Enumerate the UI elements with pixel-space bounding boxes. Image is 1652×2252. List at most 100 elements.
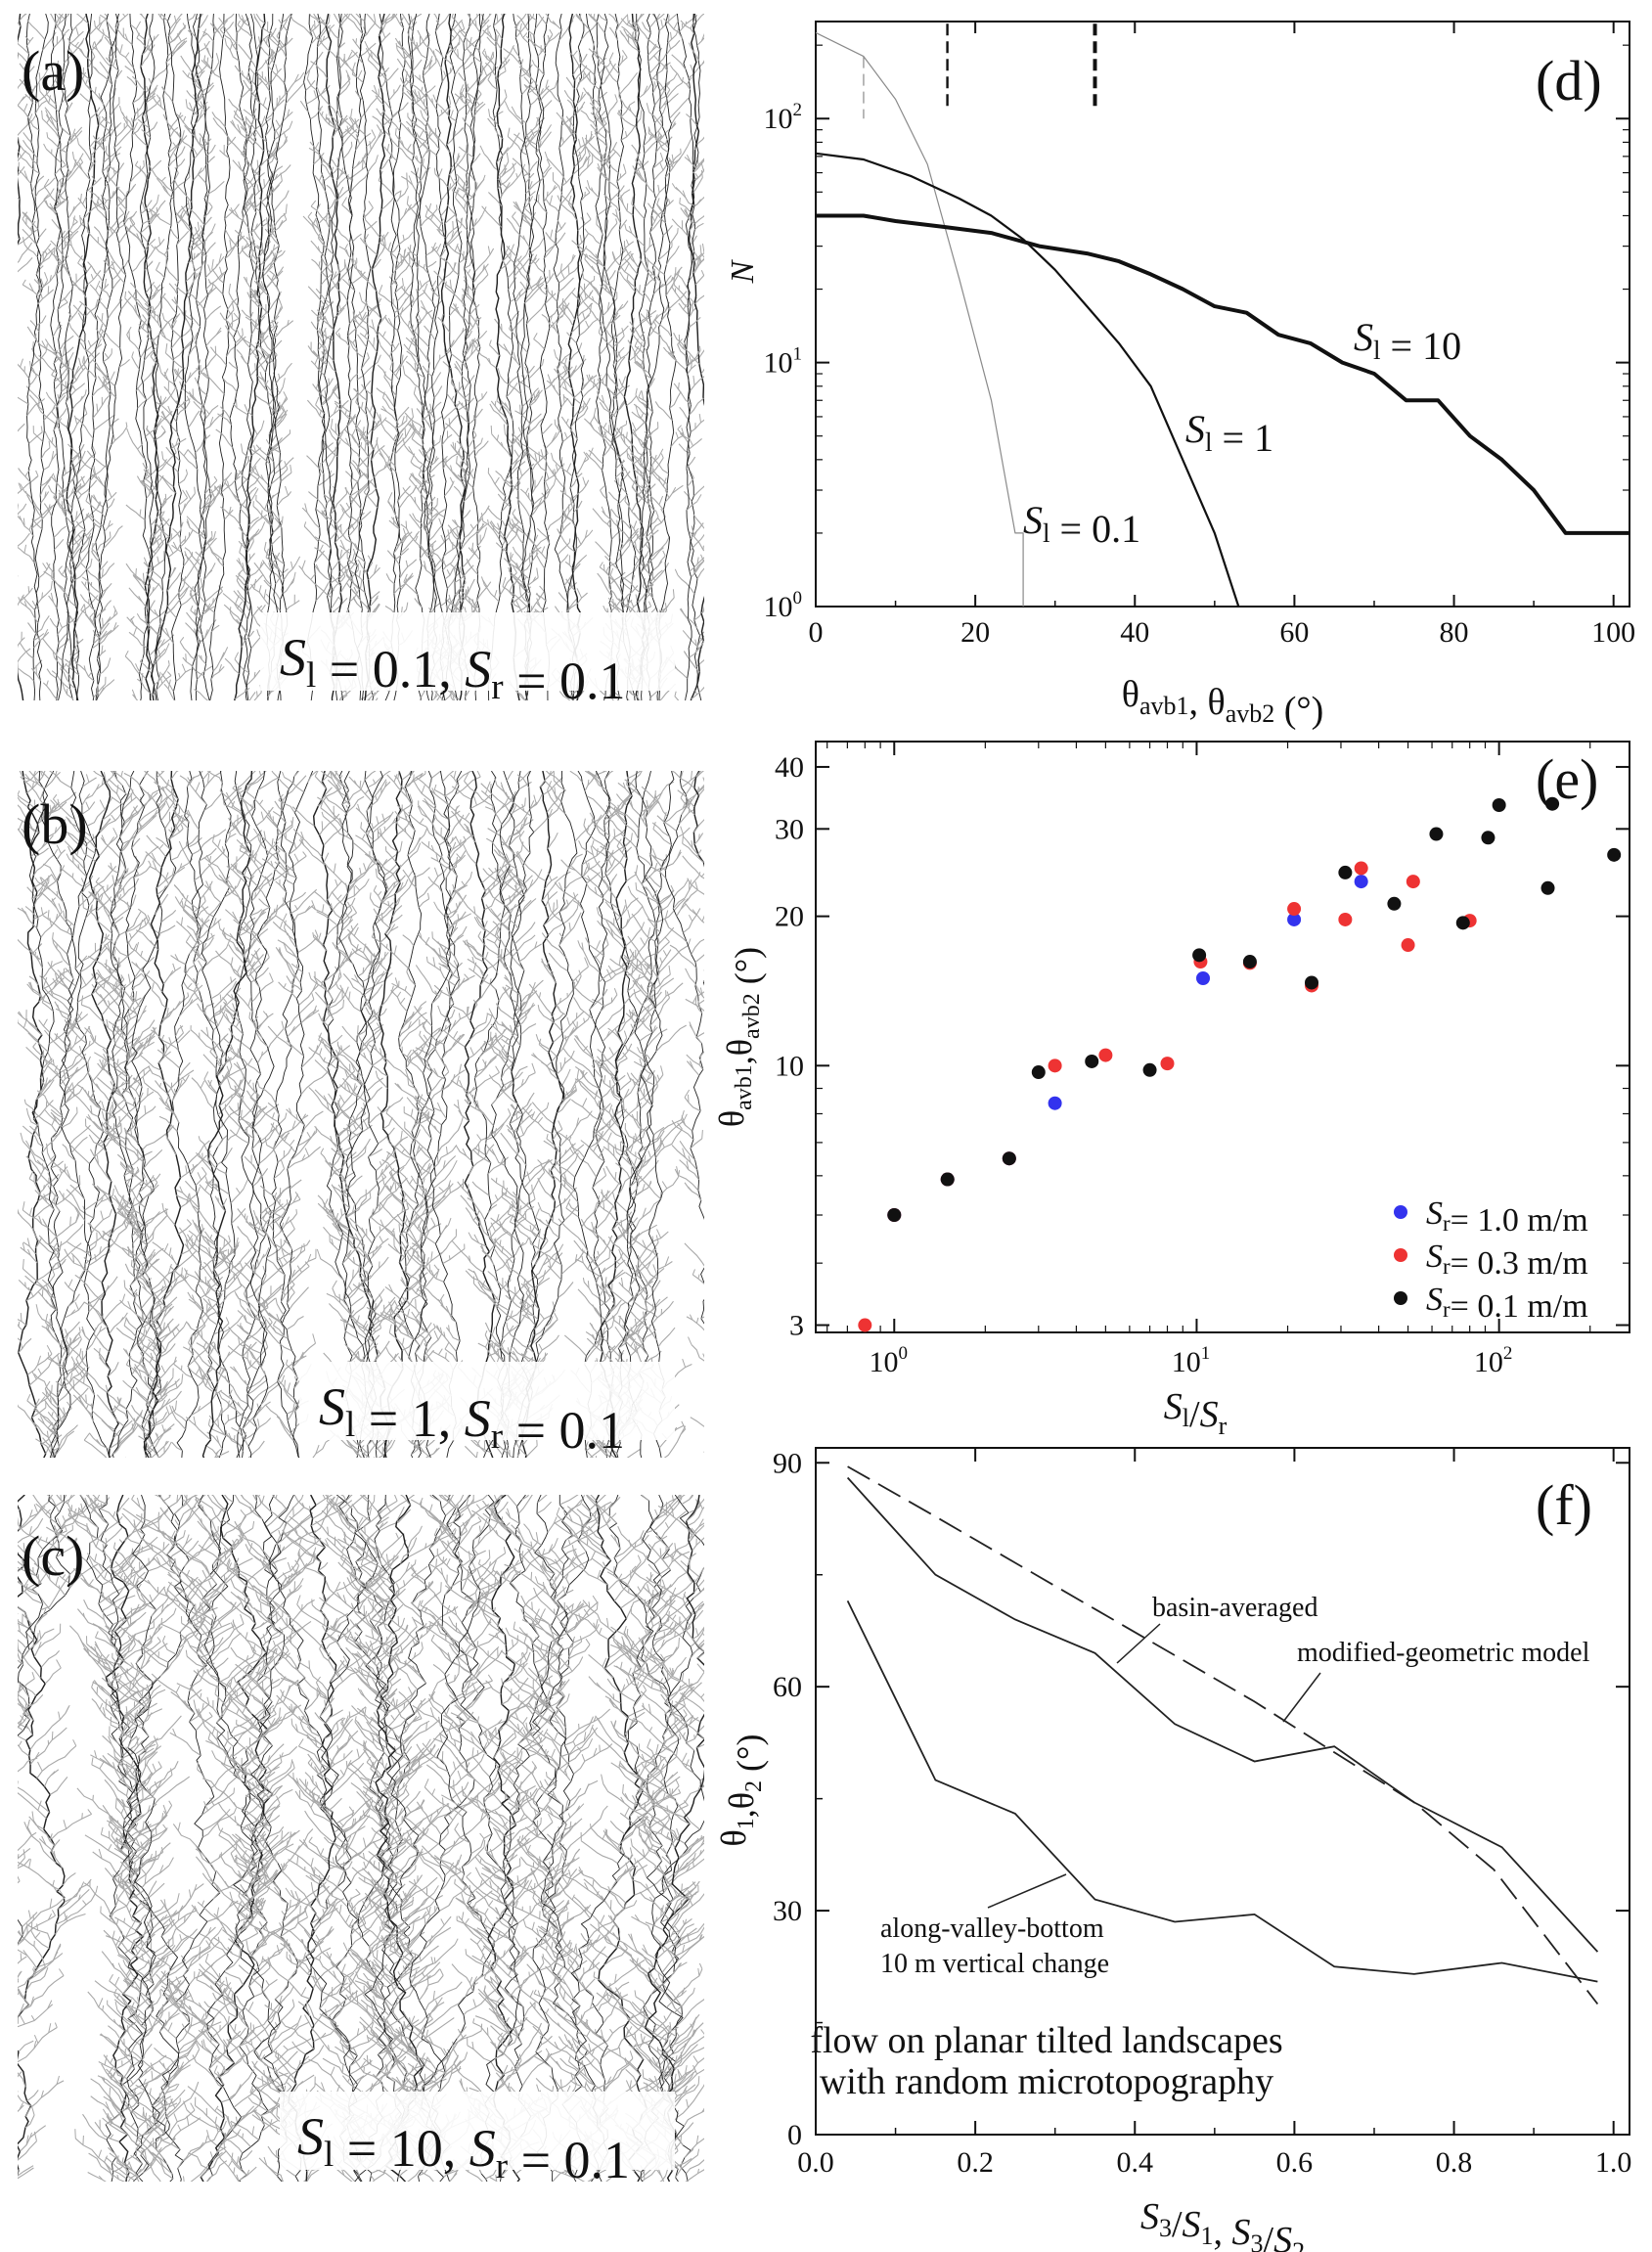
- y-tick-label-d: 100: [764, 588, 803, 623]
- panel-label-d: (d): [1536, 49, 1602, 113]
- x-tick-label-e: 101: [1172, 1343, 1211, 1378]
- scatter-point-e-2: [1085, 1054, 1099, 1068]
- x-tick-label-d: 0: [809, 616, 824, 649]
- panel-label-f: (f): [1536, 1473, 1592, 1537]
- x-tick-label-d: 80: [1440, 616, 1469, 649]
- y-axis-label-f: θ1,θ2 (°): [714, 1734, 769, 1847]
- annotation-f-0: basin-averaged: [1152, 1593, 1317, 1623]
- y-tick-label-e: 20: [775, 901, 804, 933]
- x-tick-label-d: 20: [960, 616, 990, 649]
- panel-label-b: (b): [22, 792, 88, 856]
- scatter-point-e-1: [1160, 1057, 1175, 1071]
- plot-frame-e: [815, 741, 1630, 1333]
- annotation-leader-f-1: [1282, 1672, 1321, 1723]
- plot-frame-f: [815, 1447, 1630, 2136]
- scatter-point-e-0: [1048, 1096, 1062, 1110]
- note-line-f-0: flow on planar tilted landscapes: [810, 2020, 1282, 2061]
- legend-swatch-e-1: [1394, 1248, 1407, 1262]
- y-tick-label-e: 30: [775, 813, 804, 845]
- series-line-f-2: [846, 1600, 1598, 1983]
- x-tick-label-d: 60: [1279, 616, 1309, 649]
- series-line-d-1: [816, 152, 1240, 607]
- x-axis-label-f: S3/S1, S3/S2: [1140, 2196, 1305, 2252]
- scatter-point-e-2: [1455, 916, 1470, 930]
- y-axis-label-e: θavb1,θavb2 (°): [712, 947, 767, 1127]
- x-tick-label-f: 0.0: [797, 2146, 834, 2179]
- scatter-point-e-2: [1142, 1062, 1157, 1077]
- chart-f: 0.0 0.2 0.4 0.6 0.8 1.0 0 30 60 90 basin-averaged m…: [714, 1447, 1631, 2252]
- series-label-d-1: Sl = 1: [1185, 407, 1273, 460]
- series-line-d-0: [816, 31, 1024, 607]
- scatter-point-e-1: [858, 1318, 872, 1332]
- chart-d: 0 20 40 60 80 100 100 101 102 Sl = 0.1 Sl = 1 Sl = …: [725, 21, 1635, 731]
- annotation-leader-f-2: [987, 1873, 1067, 1909]
- x-tick-label-e: 100: [870, 1343, 909, 1378]
- y-tick-label-d: 101: [764, 344, 803, 380]
- annotation-leader-f-0: [1116, 1623, 1161, 1664]
- scatter-point-e-2: [1305, 975, 1319, 990]
- drainage-network-c: [18, 1495, 704, 2182]
- legend-label-e-0: Sr= 1.0 m/m: [1426, 1195, 1588, 1239]
- legend-swatch-e-2: [1394, 1291, 1407, 1305]
- caption-b: Sl = 1, Sr = 0.1: [319, 1377, 625, 1460]
- y-tick-label-e: 10: [775, 1050, 804, 1082]
- x-tick-label-e: 102: [1474, 1343, 1513, 1378]
- caption-backdrop-a: [260, 612, 675, 691]
- annotation-f-2: along-valley-bottom: [880, 1914, 1104, 1944]
- scatter-point-e-2: [1607, 847, 1622, 862]
- scatter-point-e-2: [1481, 831, 1496, 845]
- y-tick-label-f: 0: [787, 2119, 802, 2151]
- scatter-point-e-2: [1338, 865, 1353, 879]
- x-tick-label-f: 1.0: [1595, 2146, 1632, 2179]
- annotation-f-1: modified-geometric model: [1297, 1638, 1590, 1668]
- panel-c: (c) Sl = 10, Sr = 0.1: [18, 1495, 704, 2189]
- x-tick-label-f: 0.6: [1276, 2146, 1314, 2179]
- caption-backdrop-b: [299, 1362, 675, 1440]
- chart-e: 100 101 102 3 10 20 30 40 Sr= 1.0 m/mSr= 0.3 m/m…: [712, 741, 1630, 1440]
- annotation-f-3: 10 m vertical change: [880, 1949, 1109, 1979]
- y-tick-label-f: 30: [773, 1895, 802, 1927]
- series-line-f-0: [847, 1465, 1599, 2005]
- panel-a: (a) Sl = 0.1, Sr = 0.1: [18, 14, 704, 710]
- y-tick-label-f: 90: [773, 1447, 802, 1479]
- note-line-f-1: with random microtopography: [820, 2061, 1273, 2102]
- legend-label-e-2: Sr= 0.1 m/m: [1426, 1282, 1588, 1325]
- y-tick-label-e: 3: [789, 1310, 804, 1342]
- scatter-point-e-1: [1338, 912, 1353, 926]
- panel-label-e: (e): [1536, 747, 1598, 811]
- scatter-point-e-2: [1429, 827, 1444, 841]
- legend-swatch-e-0: [1394, 1205, 1407, 1219]
- scatter-point-e-2: [1545, 796, 1560, 811]
- series-line-d-2: [816, 213, 1630, 535]
- panel-label-a: (a): [22, 39, 84, 103]
- series-label-d-0: Sl = 0.1: [1023, 498, 1140, 551]
- scatter-point-e-0: [1287, 912, 1302, 926]
- scatter-point-e-1: [1098, 1048, 1113, 1062]
- drainage-network-b: [18, 771, 704, 1458]
- legend-label-e-1: Sr= 0.3 m/m: [1426, 1239, 1588, 1282]
- y-tick-label-d: 102: [764, 100, 803, 135]
- x-tick-label-d: 40: [1120, 616, 1149, 649]
- scatter-point-e-2: [1002, 1151, 1016, 1166]
- scatter-point-e-1: [1354, 861, 1368, 876]
- scatter-point-e-2: [1192, 948, 1207, 963]
- x-tick-label-f: 0.4: [1117, 2146, 1154, 2179]
- x-axis-label-e: Sl/Sr: [1164, 1386, 1228, 1440]
- plot-frame-d: [815, 21, 1630, 608]
- caption-c: Sl = 10, Sr = 0.1: [297, 2107, 630, 2189]
- scatter-point-e-2: [887, 1208, 902, 1223]
- panel-b: (b) Sl = 1, Sr = 0.1: [18, 771, 704, 1460]
- x-tick-label-f: 0.8: [1436, 2146, 1473, 2179]
- scatter-point-e-2: [1492, 798, 1506, 813]
- scatter-point-e-2: [1242, 955, 1257, 969]
- caption-backdrop-c: [280, 2092, 675, 2170]
- caption-a: Sl = 0.1, Sr = 0.1: [280, 628, 626, 710]
- scatter-point-e-1: [1406, 875, 1420, 889]
- series-label-d-2: Sl = 10: [1354, 315, 1461, 368]
- scatter-point-e-0: [1354, 875, 1368, 889]
- scatter-point-e-0: [1196, 971, 1211, 986]
- scatter-point-e-2: [1387, 896, 1402, 911]
- y-tick-label-e: 40: [775, 751, 804, 784]
- x-axis-label-d: θavb1, θavb2 (°): [1122, 674, 1324, 731]
